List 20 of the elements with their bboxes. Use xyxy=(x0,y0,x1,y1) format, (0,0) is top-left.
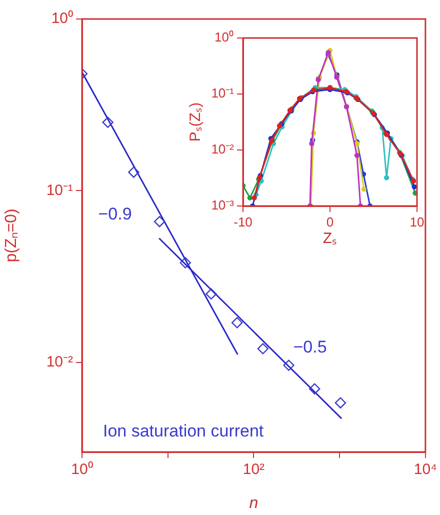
x-tick-label: 10⁰ xyxy=(71,461,93,478)
y-tick-label: 10⁻² xyxy=(46,353,73,370)
x-axis-title: n xyxy=(249,494,258,512)
x-tick-label: -10 xyxy=(234,214,252,230)
y-tick-label: 10⁰ xyxy=(214,30,234,45)
x-tick-label: 10⁴ xyxy=(414,461,438,478)
y-tick-label: 10⁰ xyxy=(51,10,73,28)
annotation: −0.9 xyxy=(98,204,132,224)
y-tick-label: 10⁻¹ xyxy=(46,182,73,199)
y-tick-label: 10⁻³ xyxy=(211,198,235,213)
x-tick-label: 10² xyxy=(242,461,265,478)
y-axis-title: p(Zₙ=0) xyxy=(3,208,20,262)
y-tick-label: 10⁻¹ xyxy=(211,86,235,101)
y-tick-label: 10⁻² xyxy=(211,142,235,157)
y-axis-title: Pₛ(Zₛ) xyxy=(187,102,204,142)
x-tick-label: 0 xyxy=(326,214,334,230)
annotation: Ion saturation current xyxy=(103,422,264,441)
x-axis-title: Zₛ xyxy=(322,230,338,248)
x-tick-label: 10 xyxy=(410,214,424,230)
annotation: −0.5 xyxy=(293,338,327,357)
